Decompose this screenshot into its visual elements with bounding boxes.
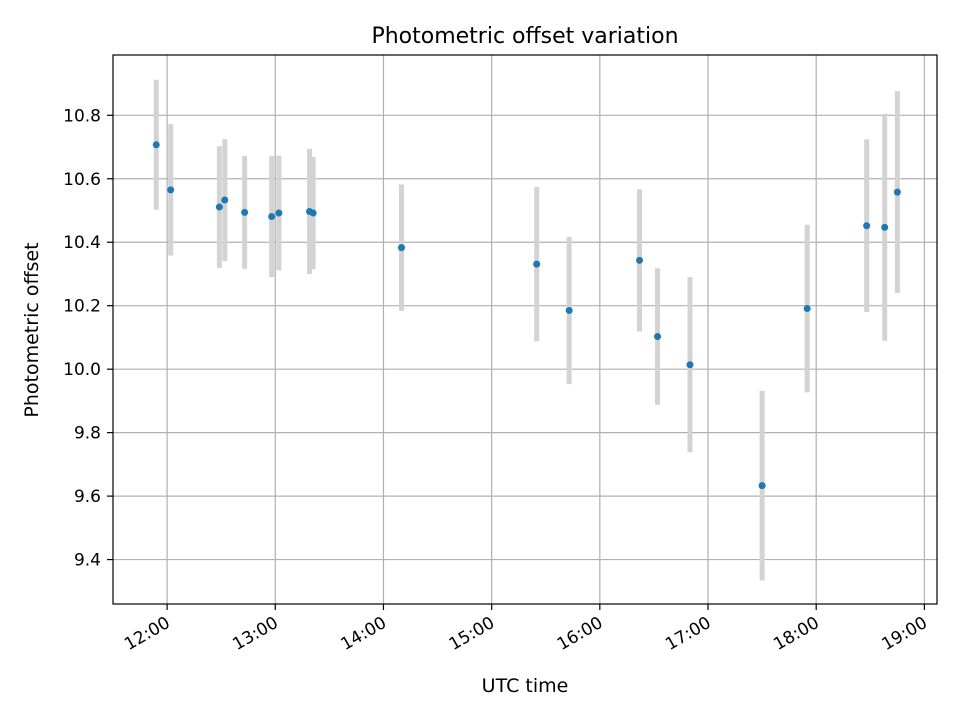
data-point <box>241 208 249 216</box>
data-point <box>215 203 223 211</box>
data-point <box>533 260 541 268</box>
data-point <box>565 306 573 314</box>
data-point <box>221 196 229 204</box>
data-point <box>152 141 160 149</box>
y-tick-label: 10.2 <box>63 297 101 317</box>
data-point <box>893 188 901 196</box>
data-point <box>863 222 871 230</box>
x-axis-label: UTC time <box>482 675 569 697</box>
data-point <box>881 223 889 231</box>
y-tick-label: 10.8 <box>63 106 101 126</box>
y-axis-label: Photometric offset <box>21 242 43 417</box>
y-tick-label: 9.4 <box>74 551 101 571</box>
data-point <box>397 244 405 252</box>
chart-title: Photometric offset variation <box>371 24 678 49</box>
data-point <box>803 305 811 313</box>
grid <box>113 55 937 604</box>
y-tick-label: 9.6 <box>74 487 101 507</box>
data-point <box>758 482 766 490</box>
y-tick-label: 10.0 <box>63 360 101 380</box>
data-point <box>167 186 175 194</box>
data-point <box>309 209 317 217</box>
data-point <box>654 332 662 340</box>
plot-frame <box>112 54 938 605</box>
data-point <box>275 209 283 217</box>
data-point <box>686 361 694 369</box>
data-points <box>152 141 901 490</box>
y-tick-label: 9.8 <box>74 424 101 444</box>
y-tick-label: 10.4 <box>63 233 101 253</box>
y-tick-label: 10.6 <box>63 170 101 190</box>
data-point <box>268 213 276 221</box>
data-point <box>635 256 643 264</box>
